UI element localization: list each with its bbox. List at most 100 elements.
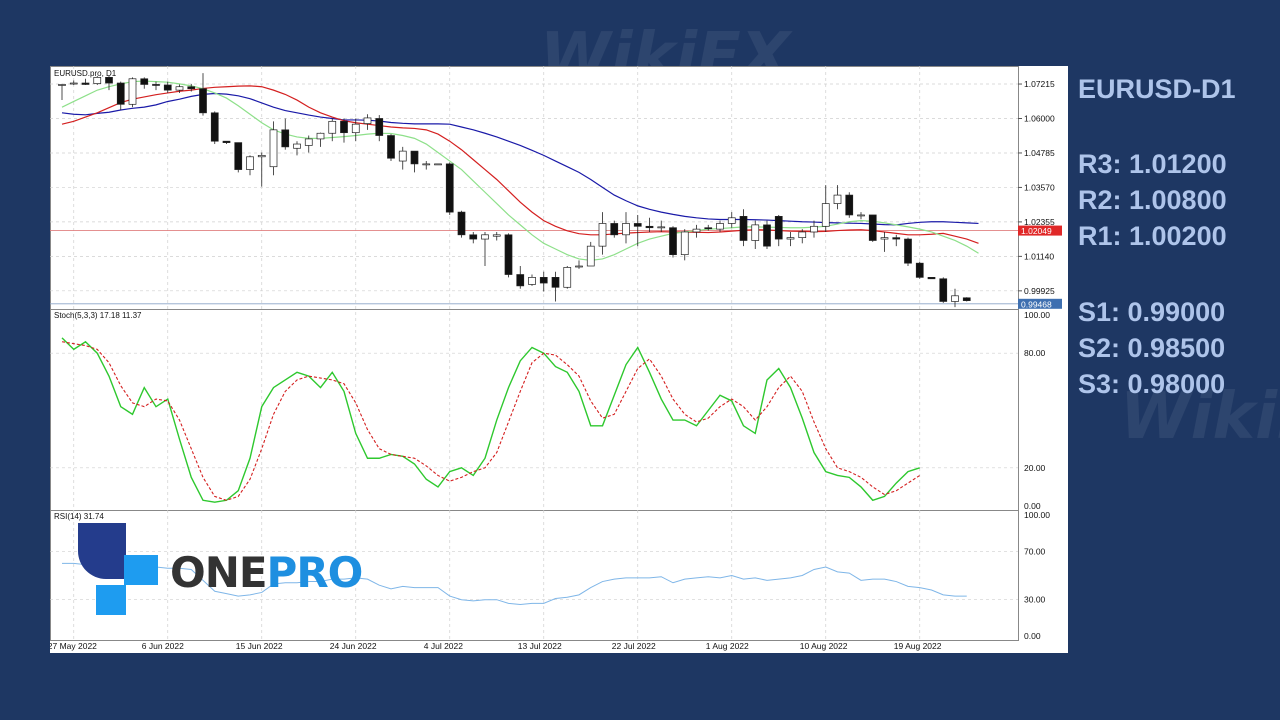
candle bbox=[610, 220, 619, 238]
candle-body bbox=[69, 82, 78, 85]
candle bbox=[892, 234, 901, 247]
candle-body bbox=[845, 194, 854, 216]
candle-body bbox=[469, 234, 478, 240]
candle bbox=[246, 155, 254, 176]
price-tick-label: 1.02355 bbox=[1024, 217, 1055, 227]
price-tick-label: 1.06000 bbox=[1024, 113, 1055, 123]
candle bbox=[328, 118, 337, 142]
price-tick-label: 0.99925 bbox=[1024, 286, 1055, 296]
candle bbox=[645, 217, 654, 232]
support-levels: S1: 0.99000 S2: 0.98500 S3: 0.98000 bbox=[1078, 294, 1225, 402]
candle bbox=[375, 115, 384, 142]
stoch-signal-line bbox=[61, 341, 921, 501]
candle bbox=[445, 162, 454, 215]
candle bbox=[857, 212, 865, 220]
current-price-badge bbox=[1018, 225, 1062, 236]
candle-body bbox=[704, 227, 713, 230]
candle-body bbox=[774, 216, 783, 240]
stoch-tick-label: 80.00 bbox=[1024, 348, 1046, 358]
candle bbox=[481, 231, 489, 267]
candle-body bbox=[516, 274, 525, 287]
candle bbox=[257, 152, 266, 187]
stoch-main-line bbox=[61, 337, 920, 503]
candle-body bbox=[293, 143, 301, 149]
candle-body bbox=[622, 223, 630, 236]
date-tick-label: 15 Jun 2022 bbox=[236, 641, 283, 651]
candle-body bbox=[716, 223, 724, 230]
candle bbox=[363, 114, 372, 130]
support-s2: S2: 0.98500 bbox=[1078, 333, 1226, 363]
candle-body bbox=[105, 77, 113, 84]
candle bbox=[774, 214, 783, 247]
candle-body bbox=[410, 150, 419, 165]
rsi-line bbox=[62, 562, 967, 606]
candle-body bbox=[128, 78, 137, 105]
candle bbox=[469, 231, 478, 244]
date-tick-label: 19 Aug 2022 bbox=[894, 641, 942, 651]
candle-body bbox=[281, 129, 290, 148]
candle bbox=[821, 185, 830, 232]
candle-body bbox=[269, 129, 278, 168]
candle-body bbox=[152, 84, 160, 86]
candle bbox=[410, 150, 419, 173]
stoch-pane-frame bbox=[50, 309, 1019, 511]
moving-average-line bbox=[61, 92, 979, 226]
current-price-label: 1.02049 bbox=[1021, 226, 1052, 236]
candle bbox=[281, 118, 290, 150]
candle-body bbox=[163, 84, 172, 91]
candle bbox=[915, 261, 924, 279]
logo-wordmark: ONEPRO bbox=[170, 548, 363, 597]
candle bbox=[586, 241, 595, 267]
candle bbox=[763, 220, 771, 249]
rsi-tick-label: 70.00 bbox=[1024, 546, 1046, 556]
candle-body bbox=[821, 203, 830, 227]
date-tick-label: 27 May 2022 bbox=[50, 641, 97, 651]
candle bbox=[716, 220, 724, 232]
candle-body bbox=[633, 223, 642, 227]
candle-body bbox=[892, 237, 901, 240]
candle-body bbox=[833, 194, 842, 204]
candle bbox=[692, 224, 701, 238]
symbol-label: EURUSD.pro, D1 bbox=[54, 69, 117, 78]
candle-body bbox=[927, 277, 936, 280]
candle bbox=[810, 220, 818, 238]
candle bbox=[199, 73, 207, 116]
candle bbox=[657, 220, 666, 232]
candle bbox=[210, 111, 219, 145]
price-tick-label: 1.04785 bbox=[1024, 148, 1055, 158]
candle-body bbox=[222, 140, 231, 143]
candle-body bbox=[528, 277, 536, 285]
candle-body bbox=[140, 78, 149, 85]
price-chart: 27 May 2022 6 Jun 2022 15 Jun 2022 24 Jun 2… bbox=[50, 66, 1062, 651]
candle-body bbox=[328, 120, 337, 134]
candle bbox=[269, 121, 278, 176]
candle bbox=[140, 77, 149, 89]
logo-text-one: ONE bbox=[170, 548, 268, 597]
candle bbox=[575, 260, 583, 269]
candle-body bbox=[915, 262, 924, 278]
candle bbox=[351, 118, 360, 142]
candle-body bbox=[445, 163, 454, 213]
candle-body bbox=[422, 163, 431, 166]
candle bbox=[598, 212, 607, 255]
candle-body bbox=[387, 135, 395, 159]
candle bbox=[962, 297, 971, 302]
candle bbox=[680, 229, 689, 261]
candle-body bbox=[304, 138, 313, 146]
candle-body bbox=[939, 278, 948, 302]
candle-body bbox=[551, 277, 560, 288]
candle bbox=[422, 161, 431, 170]
onepro-logo: ONEPRO bbox=[66, 523, 366, 618]
candle bbox=[222, 140, 231, 145]
onepro-logo-mark bbox=[66, 523, 158, 615]
date-tick-label: 6 Jun 2022 bbox=[142, 641, 184, 651]
candle bbox=[504, 233, 513, 278]
candle-body bbox=[763, 224, 771, 247]
candle-body bbox=[951, 295, 959, 302]
resistance-r1: R1: 1.00200 bbox=[1078, 221, 1227, 251]
rsi-tick-label: 0.00 bbox=[1024, 631, 1041, 641]
candle bbox=[786, 231, 795, 247]
candle bbox=[492, 231, 501, 241]
date-tick-label: 10 Aug 2022 bbox=[800, 641, 848, 651]
candle bbox=[516, 266, 525, 289]
